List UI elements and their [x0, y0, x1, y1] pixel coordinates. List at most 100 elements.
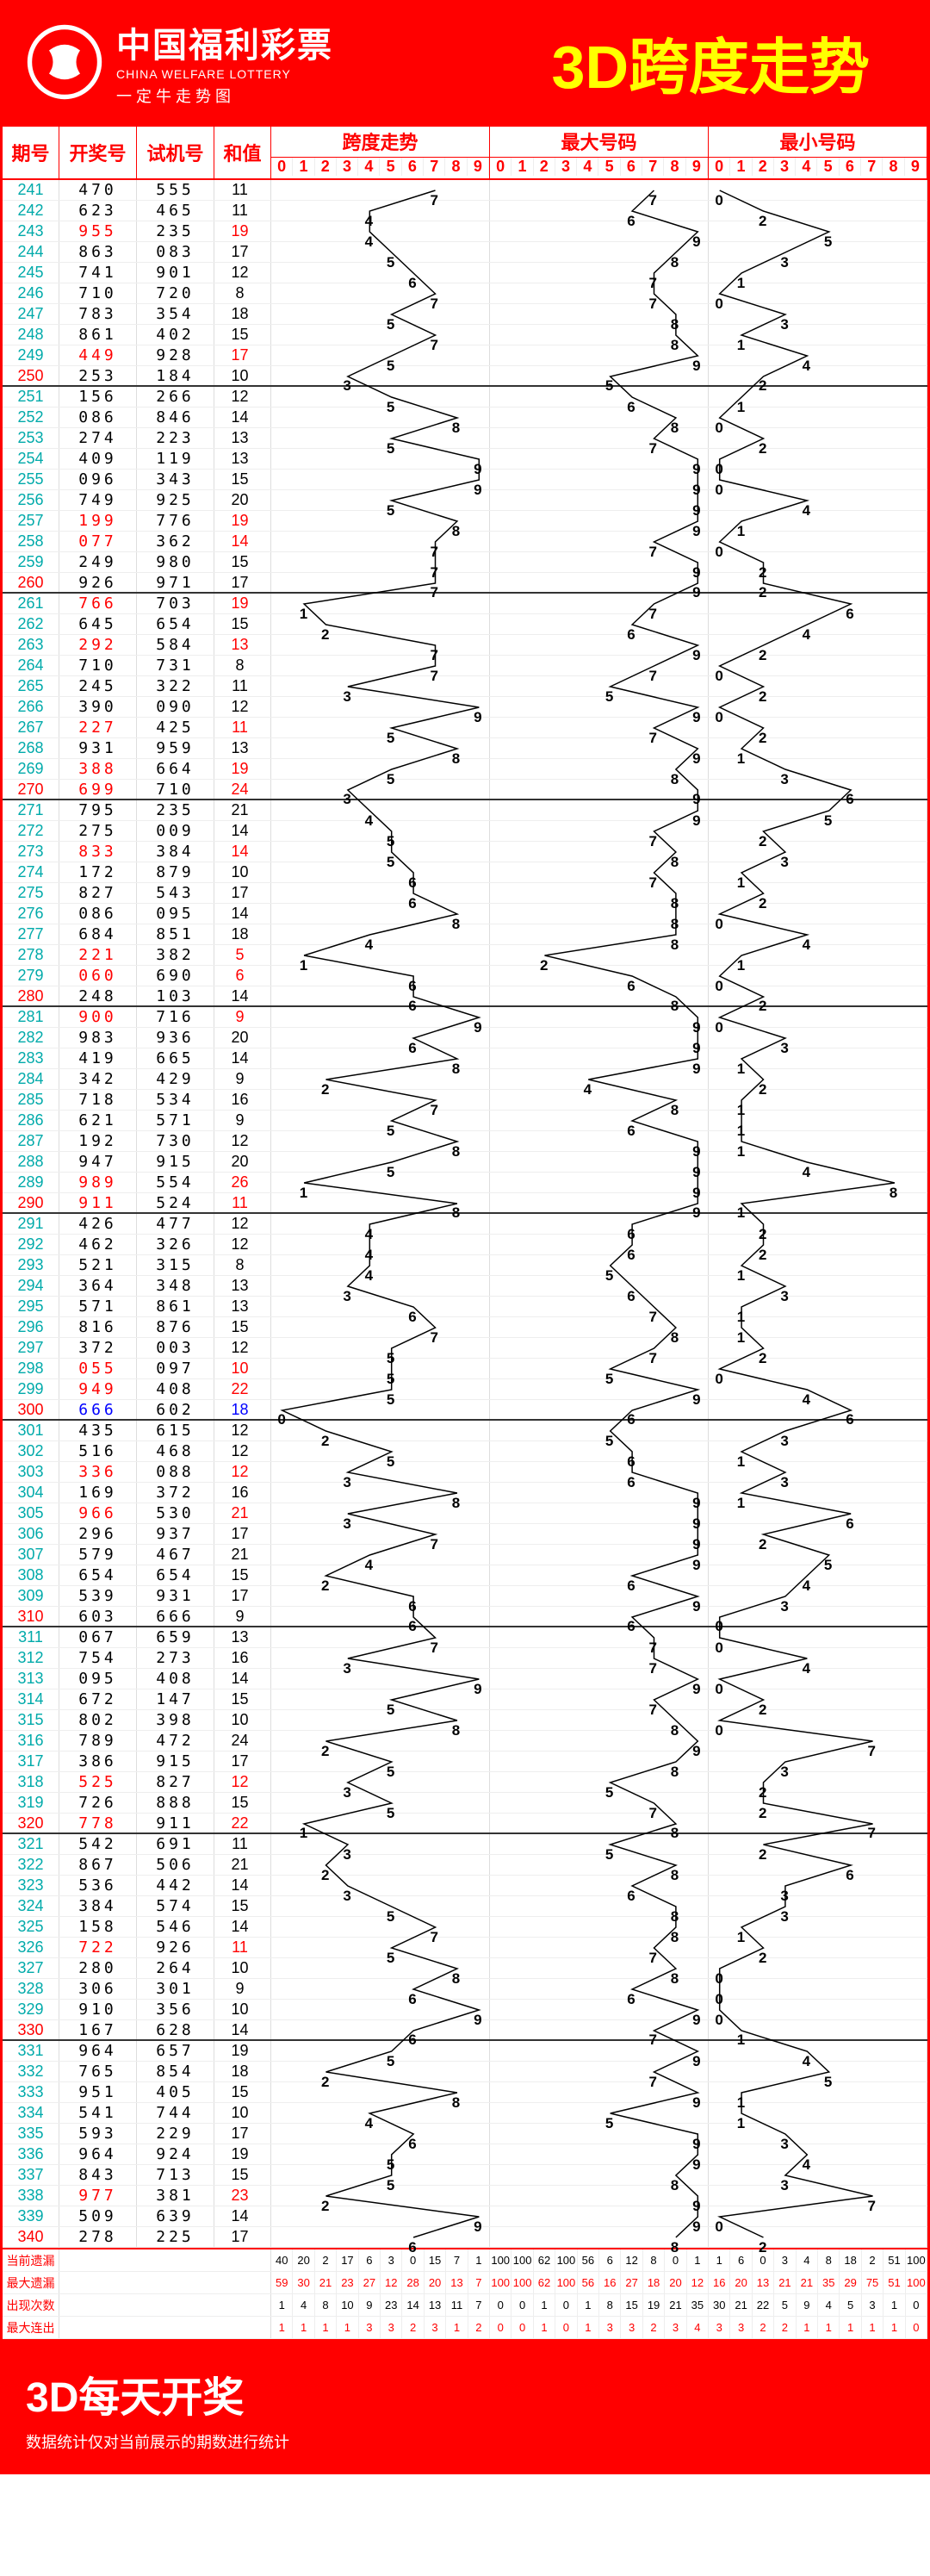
- trend-cell: 1: [709, 1048, 927, 1068]
- table-row: 33784371315583: [3, 2165, 927, 2186]
- sum-cell: 15: [214, 1317, 271, 1337]
- draw-cell: 086: [59, 408, 137, 427]
- trend-cell: 2: [709, 635, 927, 655]
- draw-cell: 989: [59, 1173, 137, 1192]
- test-cell: 315: [137, 1255, 214, 1275]
- table-row: 2790606906660: [3, 966, 927, 986]
- draw-cell: 623: [59, 201, 137, 221]
- sum-cell: 12: [214, 1462, 271, 1482]
- digit-8: 8: [445, 158, 467, 176]
- draw-cell: 766: [59, 594, 137, 613]
- test-cell: 398: [137, 1710, 214, 1730]
- trend-cell: 1: [709, 738, 927, 758]
- table-row: 30629693717792: [3, 1524, 927, 1545]
- trend-cell: 2: [709, 676, 927, 696]
- trend-cell: 7: [490, 656, 709, 675]
- trend-cell: 5: [271, 759, 490, 779]
- draw-cell: 964: [59, 2041, 137, 2061]
- period-cell: 315: [3, 1710, 59, 1730]
- table-row: 31678947224297: [3, 1731, 927, 1752]
- table-row: 28298393620693: [3, 1028, 927, 1048]
- sum-cell: 10: [214, 862, 271, 882]
- trend-cell: 6: [490, 1214, 709, 1234]
- period-cell: 298: [3, 1359, 59, 1378]
- test-cell: 665: [137, 1048, 214, 1068]
- table-row: 33276585418275: [3, 2062, 927, 2082]
- trend-cell: 5: [271, 1338, 490, 1358]
- test-cell: 405: [137, 2082, 214, 2102]
- trend-cell: 1: [709, 1090, 927, 1110]
- table-row: 30333608812363: [3, 1462, 927, 1483]
- trend-cell: 7: [271, 635, 490, 655]
- trend-cell: 4: [271, 924, 490, 944]
- period-cell: 269: [3, 759, 59, 779]
- digit-9: 9: [686, 158, 708, 176]
- trend-cell: 2: [271, 1069, 490, 1089]
- sum-cell: 15: [214, 552, 271, 572]
- stats-cells: 3021225945310: [709, 2294, 927, 2316]
- sum-cell: 15: [214, 470, 271, 489]
- trend-cell: 3: [709, 1752, 927, 1771]
- period-cell: 300: [3, 1400, 59, 1419]
- sum-cell: 14: [214, 821, 271, 841]
- sum-cell: 22: [214, 1814, 271, 1832]
- trend-cell: 1: [709, 1131, 927, 1151]
- trend-cell: 7: [709, 1731, 927, 1751]
- trend-cell: 0: [709, 1359, 927, 1378]
- trend-cell: 5: [490, 2103, 709, 2123]
- sum-cell: 21: [214, 800, 271, 820]
- trend-cell: 6: [709, 1855, 927, 1875]
- table-row: 25208684614880: [3, 408, 927, 428]
- period-cell: 268: [3, 738, 59, 758]
- trend-cell: 9: [490, 1545, 709, 1565]
- digit-2: 2: [315, 158, 337, 176]
- header: 中国福利彩票 CHINA WELFARE LOTTERY 一 定 牛 走 势 图…: [0, 0, 930, 124]
- trend-cell: 7: [490, 428, 709, 448]
- period-cell: 301: [3, 1421, 59, 1440]
- draw-cell: 067: [59, 1627, 137, 1647]
- period-cell: 291: [3, 1214, 59, 1234]
- test-cell: 301: [137, 1979, 214, 1999]
- trend-cell: 6: [490, 1876, 709, 1895]
- period-cell: 273: [3, 842, 59, 862]
- period-cell: 314: [3, 1689, 59, 1709]
- trend-cell: 6: [271, 263, 490, 283]
- trend-cell: 2: [709, 1338, 927, 1358]
- table-row: 26264565415264: [3, 614, 927, 635]
- period-cell: 331: [3, 2041, 59, 2061]
- draw-cell: 516: [59, 1441, 137, 1461]
- draw-cell: 419: [59, 1048, 137, 1068]
- col-min-trend: 最小号码 0123456789: [709, 127, 927, 178]
- period-cell: 283: [3, 1048, 59, 1068]
- col-test: 试机号: [137, 127, 214, 178]
- period-cell: 276: [3, 904, 59, 924]
- draw-cell: 699: [59, 780, 137, 799]
- period-cell: 324: [3, 1896, 59, 1916]
- trend-cell: 7: [271, 1090, 490, 1110]
- table-row: 2782213825121: [3, 945, 927, 966]
- digit-0: 0: [490, 158, 512, 176]
- sum-cell: 9: [214, 1007, 271, 1027]
- sum-cell: 11: [214, 201, 271, 221]
- sum-cell: 18: [214, 304, 271, 324]
- digit-header: 0123456789: [271, 157, 489, 176]
- sum-cell: 15: [214, 1565, 271, 1585]
- trend-cell: 0: [709, 449, 927, 469]
- period-cell: 243: [3, 221, 59, 241]
- sum-cell: 19: [214, 594, 271, 613]
- period-cell: 305: [3, 1503, 59, 1523]
- sum-cell: 14: [214, 2020, 271, 2039]
- stats-row: 出现次数148109231413117001018151921353021225…: [3, 2294, 927, 2317]
- trend-cell: 1: [709, 1317, 927, 1337]
- sum-cell: 12: [214, 387, 271, 407]
- trend-cell: 8: [490, 1958, 709, 1978]
- table-row: 34027822517682: [3, 2227, 927, 2248]
- test-cell: 959: [137, 738, 214, 758]
- table-row: 33454174410451: [3, 2103, 927, 2124]
- digit-5: 5: [598, 158, 620, 176]
- trend-cell: 6: [709, 594, 927, 613]
- trend-cell: 1: [709, 1441, 927, 1461]
- trend-cell: 6: [271, 2020, 490, 2039]
- period-cell: 309: [3, 1586, 59, 1606]
- trend-cell: 6: [271, 966, 490, 986]
